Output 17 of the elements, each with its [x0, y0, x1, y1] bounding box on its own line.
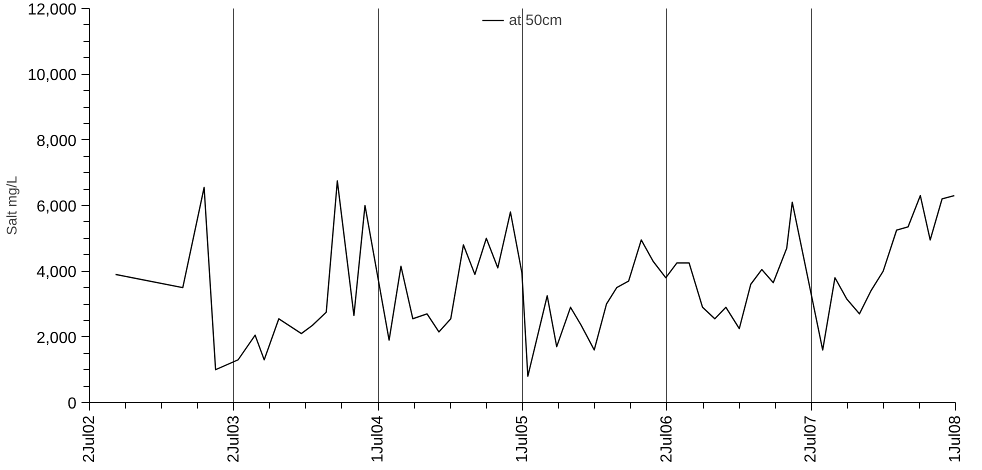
x-tick-label: 1Jul04	[370, 415, 387, 463]
line-series	[114, 180, 955, 377]
y-tick-label: 2,000	[36, 330, 77, 347]
y-tick-label: 12,000	[28, 2, 77, 18]
y-tick-label: 0	[68, 396, 77, 412]
legend-label: at 50cm	[508, 12, 562, 28]
y-axis-title: Salt mg/L	[4, 176, 20, 236]
x-tick-label: 1Jul08	[947, 415, 964, 463]
x-tick-label: 2Jul06	[658, 415, 676, 463]
x-tick-label: 2Jul03	[225, 415, 242, 463]
x-tick-label: 2Jul07	[802, 415, 820, 463]
y-tick-label: 6,000	[36, 198, 77, 216]
y-tick-label: 8,000	[36, 132, 77, 150]
x-tick-label: 2Jul02	[81, 415, 98, 463]
x-tick-label: 1Jul05	[514, 415, 531, 463]
y-tick-label: 10,000	[28, 67, 77, 84]
y-tick-label: 4,000	[36, 264, 77, 282]
